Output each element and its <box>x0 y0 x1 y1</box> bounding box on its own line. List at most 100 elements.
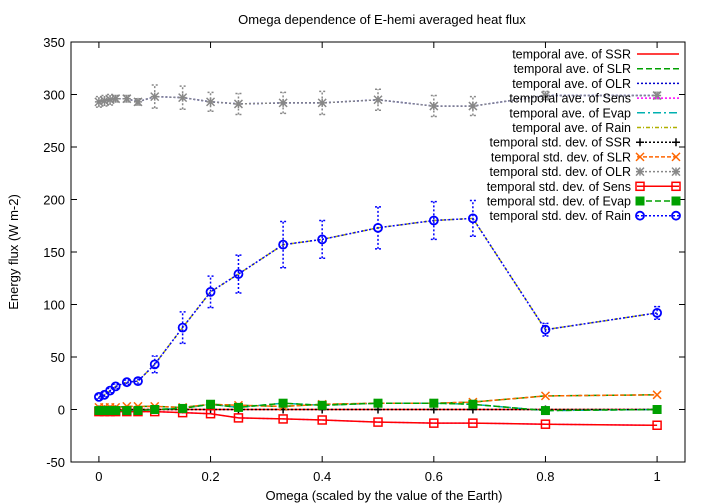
error-bar <box>430 200 437 241</box>
error-bar <box>235 254 242 294</box>
x-tick-label: 1 <box>653 469 660 484</box>
data-point <box>278 398 288 408</box>
data-point <box>540 419 551 429</box>
data-point <box>206 97 216 107</box>
x-tick-label: 0 <box>95 469 102 484</box>
legend-marker <box>635 152 645 162</box>
plot-marks <box>94 84 662 430</box>
legend-label: temporal ave. of Rain <box>512 121 631 135</box>
y-axis-title: Energy flux (W m-2) <box>6 194 21 310</box>
series-group <box>98 217 658 398</box>
legend-marker <box>671 210 681 221</box>
legend-marker <box>635 196 645 206</box>
data-point <box>652 405 662 414</box>
legend-marker <box>672 138 680 147</box>
legend-item: temporal ave. of Rain <box>512 121 679 135</box>
legend-item: temporal std. dev. of Sens <box>487 180 681 194</box>
error-bar <box>654 305 661 320</box>
data-point <box>206 399 216 409</box>
error-bar <box>151 84 158 109</box>
data-point <box>317 400 327 410</box>
series-group <box>94 398 662 416</box>
error-bar <box>207 275 214 309</box>
data-point <box>468 418 478 428</box>
series-group <box>94 84 662 118</box>
data-point <box>133 376 143 387</box>
data-point <box>111 406 121 416</box>
data-point <box>540 91 550 101</box>
data-point <box>373 398 383 408</box>
legend-item: temporal ave. of SLR <box>514 62 679 76</box>
y-tick-label: 350 <box>43 35 65 50</box>
legend-item: temporal std. dev. of SLR <box>491 150 681 164</box>
data-point <box>317 234 328 245</box>
legend-item: temporal ave. of Sens <box>509 92 679 106</box>
data-point <box>468 399 478 409</box>
series-group <box>94 199 662 402</box>
series-line <box>98 217 658 398</box>
y-tick-label: 0 <box>58 403 65 418</box>
error-bar <box>179 85 186 110</box>
error-bar <box>375 206 381 250</box>
data-point <box>178 403 188 413</box>
legend-marker <box>635 167 645 177</box>
data-point <box>133 406 143 416</box>
y-tick-label: 100 <box>43 298 65 313</box>
legend-label: temporal std. dev. of Sens <box>487 180 631 194</box>
legend-label: temporal ave. of Evap <box>509 106 631 120</box>
data-point <box>205 286 216 297</box>
y-tick-label: 300 <box>43 88 65 103</box>
data-point <box>429 101 439 111</box>
error-bar <box>375 88 381 111</box>
data-point <box>467 213 478 224</box>
y-tick-label: 200 <box>43 193 65 208</box>
legend-label: temporal ave. of SLR <box>514 62 631 76</box>
data-point <box>540 324 551 335</box>
legend-label: temporal std. dev. of Evap <box>487 195 631 209</box>
error-bar <box>151 355 158 374</box>
data-point <box>652 307 662 318</box>
legend-label: temporal ave. of OLR <box>512 77 631 91</box>
legend-label: temporal std. dev. of OLR <box>490 165 632 179</box>
legend-label: temporal ave. of SSR <box>512 48 631 62</box>
data-point <box>540 391 550 401</box>
data-point <box>233 99 243 109</box>
data-point <box>373 222 383 233</box>
x-tick-label: 0.4 <box>313 469 331 484</box>
x-tick-label: 0.8 <box>536 469 554 484</box>
axis-ticks: -50 0 50 100 150 200 250 300 350 0 0.2 0.4 0.6 0.8 1 <box>43 35 685 484</box>
legend-label: temporal ave. of Sens <box>509 92 631 106</box>
x-tick-label: 0.6 <box>425 469 443 484</box>
data-point <box>652 420 662 430</box>
x-tick-label: 0.2 <box>202 469 220 484</box>
legend-label: temporal std. dev. of Rain <box>489 209 631 223</box>
data-point <box>373 417 383 427</box>
legend-marker <box>636 138 644 147</box>
x-axis-title: Omega (scaled by the value of the Earth) <box>265 488 502 503</box>
error-bar <box>123 379 130 386</box>
data-point <box>652 390 662 400</box>
legend-marker <box>671 152 681 162</box>
legend-marker <box>671 196 681 206</box>
y-tick-label: 250 <box>43 140 65 155</box>
legend-marker <box>671 181 681 192</box>
y-tick-label: -50 <box>46 455 65 470</box>
error-bar <box>469 199 476 237</box>
data-point <box>428 215 439 226</box>
legend-item: temporal std. dev. of Rain <box>489 209 681 223</box>
data-point <box>278 414 288 424</box>
error-bar <box>280 220 287 269</box>
legend-label: temporal std. dev. of SSR <box>490 136 632 150</box>
error-bar <box>542 322 549 337</box>
data-point <box>122 406 132 416</box>
data-point <box>233 402 243 412</box>
error-bar <box>319 219 326 260</box>
legend-item: temporal ave. of SSR <box>512 48 679 62</box>
error-bar <box>430 94 437 118</box>
data-point <box>177 322 188 333</box>
error-bar <box>235 92 242 116</box>
data-point <box>317 415 327 425</box>
